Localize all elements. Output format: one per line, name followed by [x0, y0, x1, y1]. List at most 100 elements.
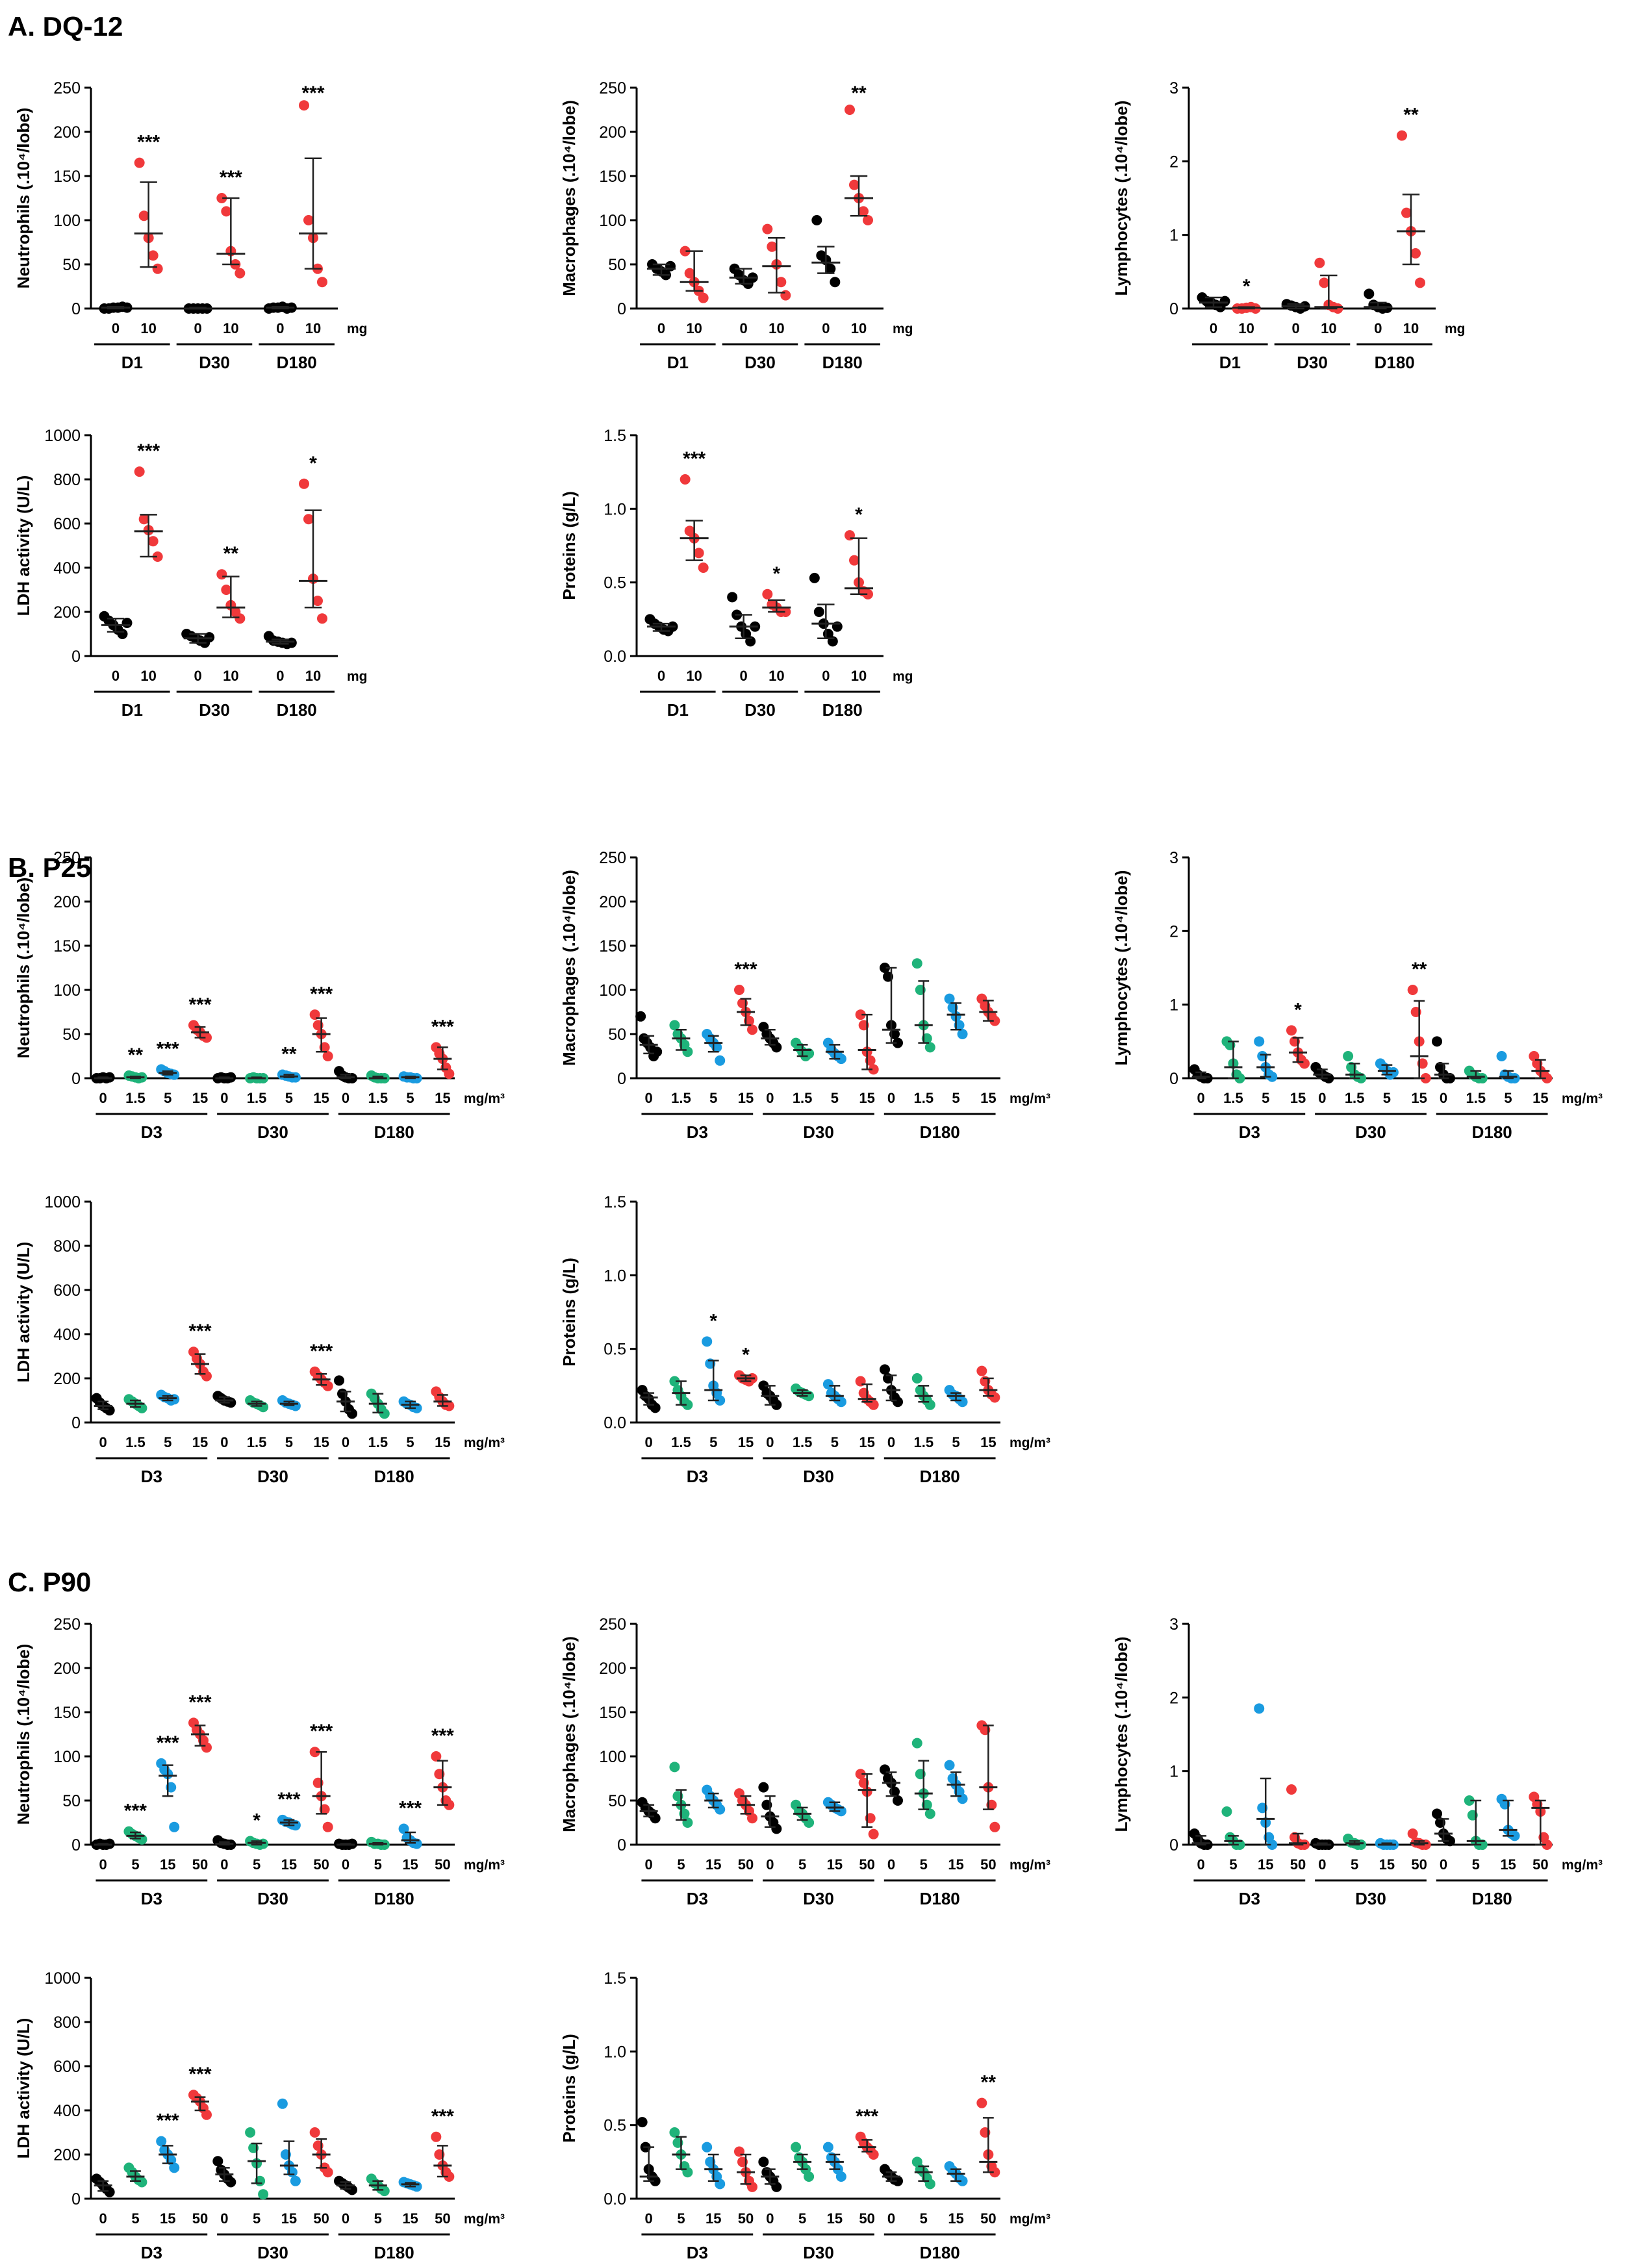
significance-label: ** [981, 2072, 997, 2093]
dose-tick-label: 50 [738, 1856, 754, 1873]
data-point [989, 2167, 1000, 2178]
y-tick-label: 100 [53, 1748, 81, 1766]
dose-tick-label: 5 [709, 1090, 717, 1106]
group-label: D180 [374, 1122, 414, 1142]
group-label: D3 [141, 2243, 162, 2262]
data-point [1509, 1073, 1520, 1083]
y-tick-label: 0 [617, 300, 626, 318]
data-point [152, 263, 163, 274]
group-label: D30 [744, 700, 776, 720]
data-point [780, 290, 791, 301]
dose-tick-label: 50 [980, 2210, 996, 2227]
y-tick-label: 100 [599, 1748, 626, 1766]
y-tick-label: 150 [599, 1704, 626, 1722]
dose-tick-label: 5 [709, 1434, 717, 1450]
unit-label: mg/m³ [464, 1858, 505, 1873]
group-label: D30 [257, 1467, 288, 1486]
dose-tick-label: 10 [305, 320, 321, 336]
y-tick-label: 1 [1169, 996, 1178, 1015]
dose-tick-label: 5 [253, 1856, 261, 1873]
dose-tick-label: 0 [822, 668, 830, 684]
dose-tick-label: 50 [859, 1856, 874, 1873]
data-point [665, 260, 676, 272]
data-point [855, 1769, 866, 1780]
data-point [822, 1379, 833, 1390]
y-tick-label: 0 [1169, 300, 1178, 318]
data-point [138, 210, 149, 221]
data-point [868, 1828, 879, 1839]
data-point [1410, 248, 1421, 259]
dose-tick-label: 5 [831, 1090, 839, 1106]
y-tick-label: 0.0 [604, 1414, 626, 1432]
data-point [117, 629, 128, 639]
chart-panel: 0 200 400 600 800 1000 LDH activity (U/L) 0 1.5 5… [14, 1193, 505, 1486]
dose-tick-label: 10 [140, 668, 156, 684]
data-point [1464, 1795, 1475, 1806]
dose-tick-label: 50 [435, 2210, 450, 2227]
data-point [911, 958, 922, 969]
dose-tick-label: 10 [223, 320, 238, 336]
y-tick-label: 0 [71, 300, 81, 318]
data-point [652, 1046, 663, 1057]
dose-tick-label: 0 [887, 1090, 895, 1106]
data-point [758, 1782, 769, 1793]
dose-tick-label: 5 [374, 2210, 382, 2227]
dose-tick-label: 15 [705, 1856, 721, 1873]
y-tick-label: 50 [608, 1026, 626, 1044]
group-label: D1 [1219, 353, 1241, 372]
y-axis-label: Macrophages (.10⁴/lobe) [559, 100, 579, 296]
data-point [693, 548, 704, 559]
section-title: C. P90 [8, 1567, 91, 1597]
data-point [835, 1054, 846, 1065]
data-point [431, 1751, 442, 1762]
data-point [1445, 1836, 1455, 1847]
data-point [1286, 1784, 1297, 1795]
dose-tick-label: 10 [305, 668, 321, 684]
dose-tick-label: 50 [859, 2210, 874, 2227]
data-point [104, 1405, 115, 1416]
data-point [303, 215, 314, 225]
dose-tick-label: 15 [1379, 1856, 1395, 1873]
dose-tick-label: 0 [1210, 320, 1217, 336]
y-tick-label: 200 [53, 1370, 81, 1388]
data-point [976, 1365, 987, 1376]
data-point [235, 268, 246, 279]
dose-tick-label: 5 [285, 1434, 293, 1450]
dose-tick-label: 0 [1197, 1856, 1205, 1873]
y-tick-label: 3 [1169, 79, 1178, 97]
data-point [791, 2142, 802, 2153]
dose-tick-label: 0 [887, 1856, 895, 1873]
data-point [1407, 1828, 1418, 1839]
dose-tick-label: 15 [980, 1090, 996, 1106]
y-tick-label: 250 [53, 849, 81, 867]
y-tick-label: 250 [599, 79, 626, 97]
dose-tick-label: 0 [766, 1434, 774, 1450]
data-point [104, 2186, 115, 2197]
dose-tick-label: 15 [313, 1434, 329, 1450]
y-axis-label: Neutrophils (.10⁴/lobe) [14, 108, 33, 289]
dose-tick-label: 5 [1351, 1856, 1358, 1873]
y-tick-label: 400 [53, 1326, 81, 1344]
significance-label: ** [223, 543, 239, 564]
data-point [1415, 277, 1425, 288]
group-label: D30 [1297, 353, 1328, 372]
data-point [813, 607, 824, 617]
y-tick-label: 50 [62, 1026, 81, 1044]
data-point [809, 572, 820, 583]
group-label: D3 [141, 1889, 162, 1908]
data-point [334, 1375, 344, 1386]
y-axis-label: LDH activity (U/L) [14, 1242, 33, 1383]
dose-tick-label: 5 [920, 1856, 928, 1873]
dose-tick-label: 1.5 [793, 1090, 813, 1106]
y-tick-label: 100 [599, 981, 626, 1000]
dose-tick-label: 5 [952, 1090, 959, 1106]
group-label: D1 [667, 353, 689, 372]
y-tick-label: 250 [53, 1615, 81, 1634]
dose-tick-label: 5 [131, 2210, 139, 2227]
dose-tick-label: 15 [402, 2210, 418, 2227]
dose-tick-label: 1.5 [1466, 1090, 1486, 1106]
y-tick-label: 200 [53, 2146, 81, 2164]
